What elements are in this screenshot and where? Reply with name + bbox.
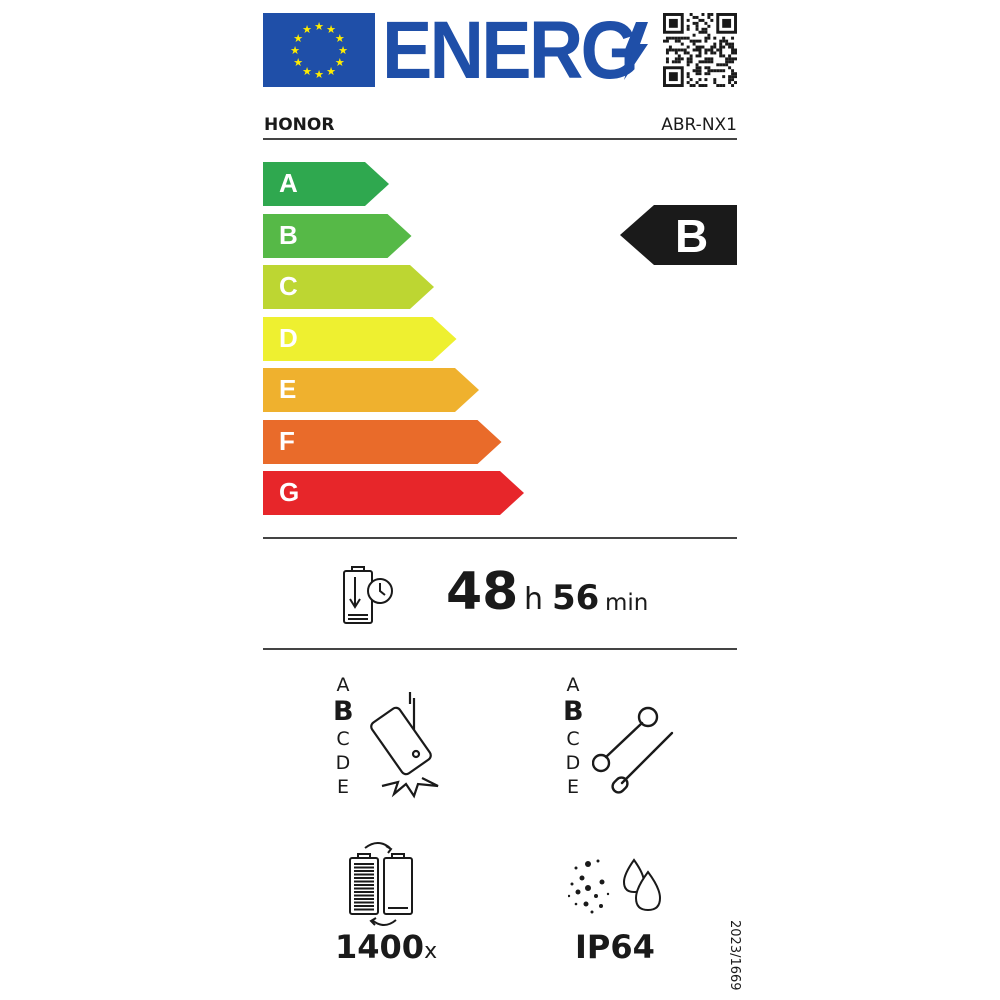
scale-letter: D [565, 752, 581, 774]
svg-text:★: ★ [335, 32, 345, 45]
energy-logo: ENERG [382, 5, 639, 96]
svg-text:★: ★ [314, 68, 324, 81]
regulation-number: 2023/1669 [727, 920, 742, 991]
scale-letter: C [566, 728, 580, 750]
dust-water-icon [567, 858, 668, 922]
battery-cycles-value: 1400x [335, 928, 437, 966]
energy-class-bar-a: A [263, 162, 389, 206]
divider [263, 138, 737, 140]
scale-letter: E [336, 776, 349, 798]
scale-letter: A [566, 674, 580, 696]
lightning-bolt-icon [620, 22, 648, 84]
battery-clock-icon [340, 565, 402, 631]
energy-class-letter: G [279, 477, 300, 507]
hours-unit: h [524, 582, 544, 617]
scale-letter: D [335, 752, 351, 774]
rating-indicator: B [620, 205, 737, 265]
scale-letter: B [563, 696, 584, 727]
energy-class-letter: C [279, 271, 298, 301]
energy-class-bar-g: G [263, 471, 524, 515]
divider [263, 537, 737, 539]
energy-class-bar-d: D [263, 316, 457, 361]
scale-letter: C [336, 728, 350, 750]
energy-class-bar-f: F [263, 419, 502, 464]
svg-text:★: ★ [302, 65, 312, 78]
energy-class-letter: B [279, 219, 298, 250]
svg-text:★: ★ [293, 32, 303, 45]
energy-class-bar-e: E [263, 368, 479, 412]
scale-letter: B [333, 696, 354, 727]
svg-text:★: ★ [335, 56, 345, 69]
endurance-hours: 48 [446, 562, 519, 622]
svg-text:★: ★ [290, 44, 300, 57]
svg-text:★: ★ [314, 20, 324, 33]
cycles-number: 1400 [335, 928, 425, 966]
cycles-unit: x [424, 939, 438, 964]
energy-class-bar-b: B [263, 213, 412, 258]
brand-name: HONOR [264, 115, 335, 135]
svg-text:★: ★ [293, 56, 303, 69]
svg-text:★: ★ [302, 23, 312, 36]
energy-class-bar-c: C [263, 265, 434, 309]
svg-text:★: ★ [326, 23, 336, 36]
energy-class-letter: E [279, 374, 297, 404]
ingress-rating: IP64 [575, 928, 655, 966]
energy-class-letter: A [279, 168, 298, 198]
battery-cycle-icon [348, 838, 418, 932]
rating-letter: B [675, 210, 709, 262]
scale-letter: E [566, 776, 579, 798]
energy-class-letter: F [279, 425, 295, 456]
divider [263, 648, 737, 650]
model-id: ABR-NX1 [661, 115, 737, 135]
scale-letter: A [336, 674, 350, 696]
minutes-unit: min [605, 590, 649, 616]
svg-text:★: ★ [326, 65, 336, 78]
endurance-minutes: 56 [552, 578, 600, 618]
wrench-screwdriver-icon [591, 705, 687, 799]
energy-class-letter: D [279, 322, 298, 353]
falling-phone-icon [370, 690, 445, 804]
svg-text:★: ★ [338, 44, 348, 57]
qr-code-icon [663, 13, 737, 87]
eu-flag-icon: ★ ★ ★ ★ ★ ★ ★ ★ ★ ★ ★ ★ [263, 13, 375, 87]
